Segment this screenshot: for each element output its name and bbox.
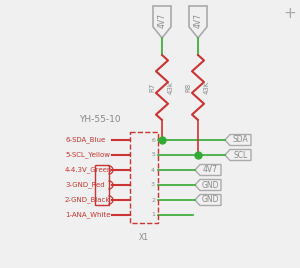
Text: GND: GND [202,195,219,204]
Text: 2-GND_Black: 2-GND_Black [65,197,110,203]
Text: 6-SDA_Blue: 6-SDA_Blue [65,137,105,143]
Polygon shape [225,135,251,146]
Text: 5: 5 [151,152,155,158]
Text: 2: 2 [151,198,155,203]
Text: 43K: 43K [204,81,210,94]
Text: R7: R7 [149,83,155,92]
Text: 5-SCL_Yellow: 5-SCL_Yellow [65,152,110,158]
Polygon shape [189,6,207,38]
Polygon shape [225,150,251,161]
Text: 4V7: 4V7 [194,13,202,28]
Polygon shape [153,6,171,38]
Text: 4V7: 4V7 [203,166,218,174]
Text: 3: 3 [151,183,155,188]
Text: 43k: 43k [168,81,174,94]
Text: 6: 6 [151,137,155,143]
Text: 3-GND_Red: 3-GND_Red [65,182,105,188]
Text: GND: GND [202,181,219,189]
Text: SDA: SDA [232,136,248,144]
FancyBboxPatch shape [95,165,109,205]
Text: 4-4.3V_Green: 4-4.3V_Green [65,167,112,173]
Polygon shape [195,195,221,206]
Text: 4V7: 4V7 [158,13,166,28]
Text: YH-55-10: YH-55-10 [79,116,121,125]
Polygon shape [195,165,221,176]
Text: 1-ANA_White: 1-ANA_White [65,212,110,218]
Text: X1: X1 [139,233,149,242]
Text: 1: 1 [151,213,155,218]
Polygon shape [195,180,221,191]
Text: +: + [284,6,296,21]
Text: 4: 4 [151,168,155,173]
Text: SCL: SCL [233,151,248,159]
Text: R8: R8 [185,83,191,92]
